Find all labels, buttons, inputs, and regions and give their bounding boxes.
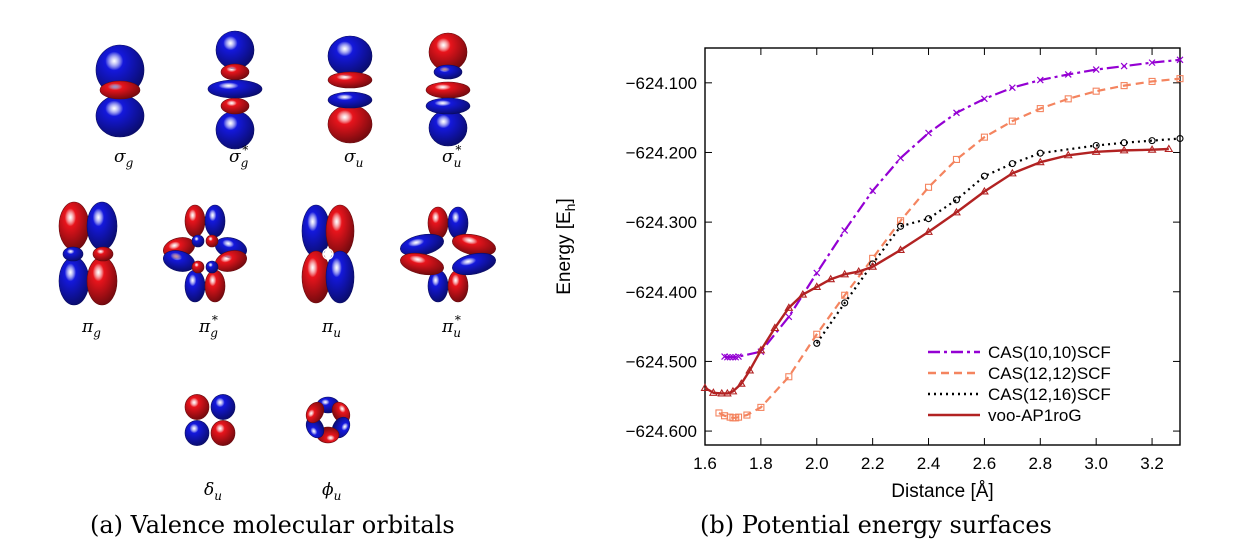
orbital-label: πg (81, 317, 101, 340)
x-tick-label: 3.0 (1084, 454, 1108, 473)
orbital-pi-u (301, 204, 355, 304)
x-tick-label: 3.2 (1140, 454, 1164, 473)
series-markers (700, 144, 1174, 397)
legend-entry: CAS(12,12)SCF (928, 364, 1111, 383)
orbital-label: σu (344, 147, 363, 170)
orbital-sigma-star (207, 30, 263, 150)
panel-a-caption: (a) Valence molecular orbitals (90, 511, 455, 539)
orbital-label: πg* (198, 313, 218, 340)
legend-label: CAS(10,10)SCF (988, 343, 1111, 362)
x-tick-label: 2.2 (861, 454, 885, 473)
orbital-pi-u-star (400, 206, 496, 303)
series-markers (715, 75, 1184, 422)
orbital-phi (305, 396, 351, 444)
series-cas-12-16-scf (813, 134, 1184, 347)
orbital-label: σu* (442, 143, 461, 170)
orbital-label: δu (204, 480, 222, 503)
legend-entry: voo-AP1roG (928, 406, 1082, 425)
legend-label: voo-AP1roG (988, 406, 1082, 425)
orbital-label: ϕu (322, 480, 341, 503)
series-markers (721, 56, 1184, 361)
orbital-label: σg* (229, 143, 249, 170)
orbital-label: πu (321, 317, 341, 340)
orbital-delta (184, 394, 236, 446)
x-tick-label: 1.6 (693, 454, 717, 473)
legend-label: CAS(12,12)SCF (988, 364, 1111, 383)
orbital-sigma-u-star (425, 32, 471, 147)
orbital-pi-star (163, 204, 247, 303)
series-cas-10-10-scf (721, 56, 1184, 361)
y-axis-label: Energy [Eh] (554, 198, 578, 295)
y-tick-label: −624.400 (626, 283, 697, 302)
x-axis-label: Distance [Å] (891, 481, 993, 502)
panel-b-chart: 1.6 1.8 2.0 2.2 2.4 2.6 2.8 3.0 3.2 −624.100 −624.… (554, 47, 1184, 502)
y-tick-label: −624.200 (626, 143, 697, 162)
series-cas-12-12-scf (715, 75, 1184, 422)
legend-label: CAS(12,16)SCF (988, 385, 1111, 404)
axis-ticks: 1.6 1.8 2.0 2.2 2.4 2.6 2.8 3.0 3.2 −624.100 −624.… (626, 48, 1180, 473)
legend-entry: CAS(10,10)SCF (928, 343, 1111, 362)
orbital-sigma-u (327, 35, 373, 144)
y-tick-label: −624.600 (626, 422, 697, 441)
panel-b-caption: (b) Potential energy surfaces (700, 511, 1052, 539)
x-tick-label: 1.8 (749, 454, 773, 473)
x-tick-label: 2.0 (805, 454, 829, 473)
orbital-label: σg (114, 147, 134, 170)
orbital-sigma (95, 44, 145, 138)
plot-frame (704, 47, 1181, 446)
series-voo-ap1rog (700, 144, 1174, 397)
orbital-pi (58, 201, 118, 306)
x-tick-label: 2.4 (917, 454, 941, 473)
series-markers (813, 134, 1184, 347)
y-tick-label: −624.100 (626, 74, 697, 93)
orbital-label: πu* (441, 313, 461, 340)
series-lines (700, 56, 1184, 422)
y-tick-label: −624.300 (626, 213, 697, 232)
y-tick-label: −624.500 (626, 352, 697, 371)
legend: CAS(10,10)SCF CAS(12,12)SCF CAS(12,16)SCF v… (928, 343, 1111, 425)
x-tick-label: 2.6 (973, 454, 997, 473)
x-tick-label: 2.8 (1028, 454, 1052, 473)
panel-a-orbitals: σg σg* σu σu* πg πg* πu πu* δu ϕu (58, 30, 496, 503)
legend-entry: CAS(12,16)SCF (928, 385, 1111, 404)
